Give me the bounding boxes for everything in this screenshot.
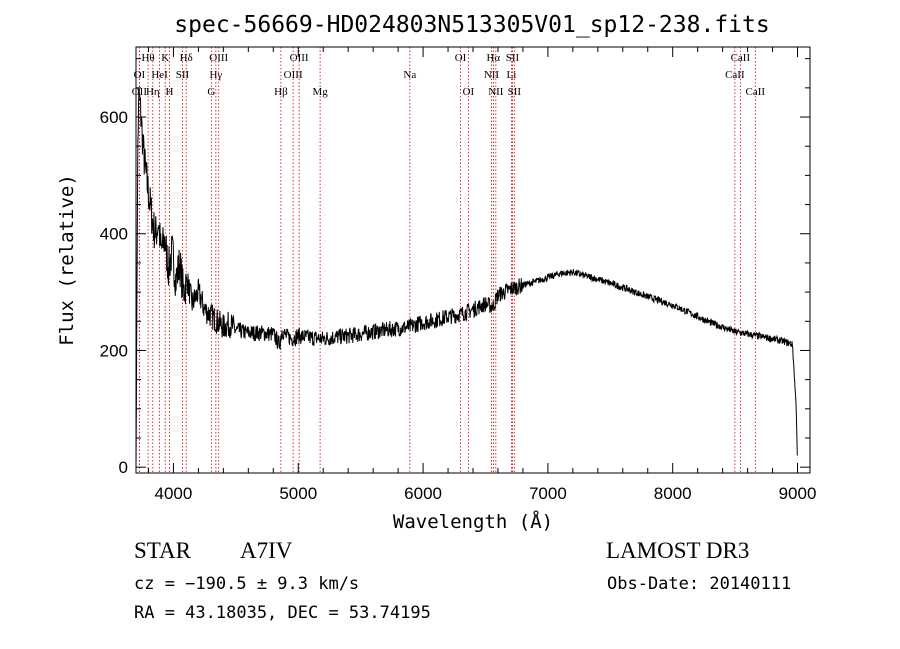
marker-label-11: OIII <box>209 52 228 64</box>
marker-label-21: NII <box>488 86 504 98</box>
marker-label-5: K <box>161 52 169 64</box>
x-tick-label-2: 6000 <box>404 484 442 503</box>
flux-series-line <box>135 87 798 468</box>
marker-label-8: Hδ <box>180 52 193 64</box>
y-tick-label-1: 200 <box>100 341 128 360</box>
y-tick-label-0: 0 <box>119 458 128 477</box>
marker-label-10: G <box>207 86 215 98</box>
spectrum-chart: spec-56669-HD024803N513305V01_sp12-238.f… <box>56 12 817 533</box>
object-class: STAR <box>134 538 191 563</box>
line-markers: OIIHθOIHηHeIKHSIIHδHγGOIIIHβOIIIOIIIMgNa… <box>132 47 766 473</box>
x-tick-label-4: 8000 <box>654 484 692 503</box>
x-axis-label: Wavelength (Å) <box>393 510 553 533</box>
marker-label-1: Hθ <box>141 52 154 64</box>
x-tick-label-3: 7000 <box>529 484 567 503</box>
marker-label-18: OI <box>463 86 475 98</box>
marker-label-6: H <box>165 86 173 98</box>
marker-label-13: OIII <box>284 69 303 81</box>
marker-label-22: SII <box>506 52 520 64</box>
y-tick-label-3: 600 <box>100 108 128 127</box>
axes: 4000 5000 6000 7000 8000 9000 0 200 400 600 <box>100 47 817 503</box>
marker-label-9: Hγ <box>209 69 222 81</box>
data-layer <box>135 87 798 468</box>
marker-label-15: Mg <box>312 86 328 98</box>
marker-label-16: Na <box>403 69 416 81</box>
marker-label-24: SII <box>508 86 522 98</box>
marker-label-23: Li <box>507 69 517 81</box>
marker-label-17: OI <box>455 52 467 64</box>
marker-label-19: NII <box>484 69 500 81</box>
chart-title: spec-56669-HD024803N513305V01_sp12-238.f… <box>174 12 769 38</box>
marker-label-27: CaII <box>746 86 766 98</box>
marker-label-7: SII <box>176 69 190 81</box>
marker-label-20: Hα <box>486 52 500 64</box>
marker-label-14: OIII <box>290 52 309 64</box>
marker-label-12: Hβ <box>274 86 288 98</box>
x-tick-label-1: 5000 <box>279 484 317 503</box>
marker-label-3: Hη <box>146 86 160 98</box>
marker-label-25: CaII <box>725 69 745 81</box>
y-tick-label-2: 400 <box>100 225 128 244</box>
x-tick-label-0: 4000 <box>155 484 193 503</box>
plot-frame <box>135 46 811 474</box>
redshift-readout: cz = −190.5 ± 9.3 km/s <box>134 574 360 594</box>
marker-label-2: OI <box>134 69 146 81</box>
y-axis-label: Flux (relative) <box>56 174 78 346</box>
obs-date: Obs-Date: 20140111 <box>607 574 792 594</box>
marker-label-4: HeI <box>151 69 168 81</box>
marker-label-26: CaII <box>731 52 751 64</box>
coordinates: RA = 43.18035, DEC = 53.74195 <box>134 603 431 623</box>
survey-name: LAMOST DR3 <box>606 538 750 563</box>
object-subclass: A7IV <box>240 538 293 563</box>
x-tick-label-5: 9000 <box>779 484 817 503</box>
